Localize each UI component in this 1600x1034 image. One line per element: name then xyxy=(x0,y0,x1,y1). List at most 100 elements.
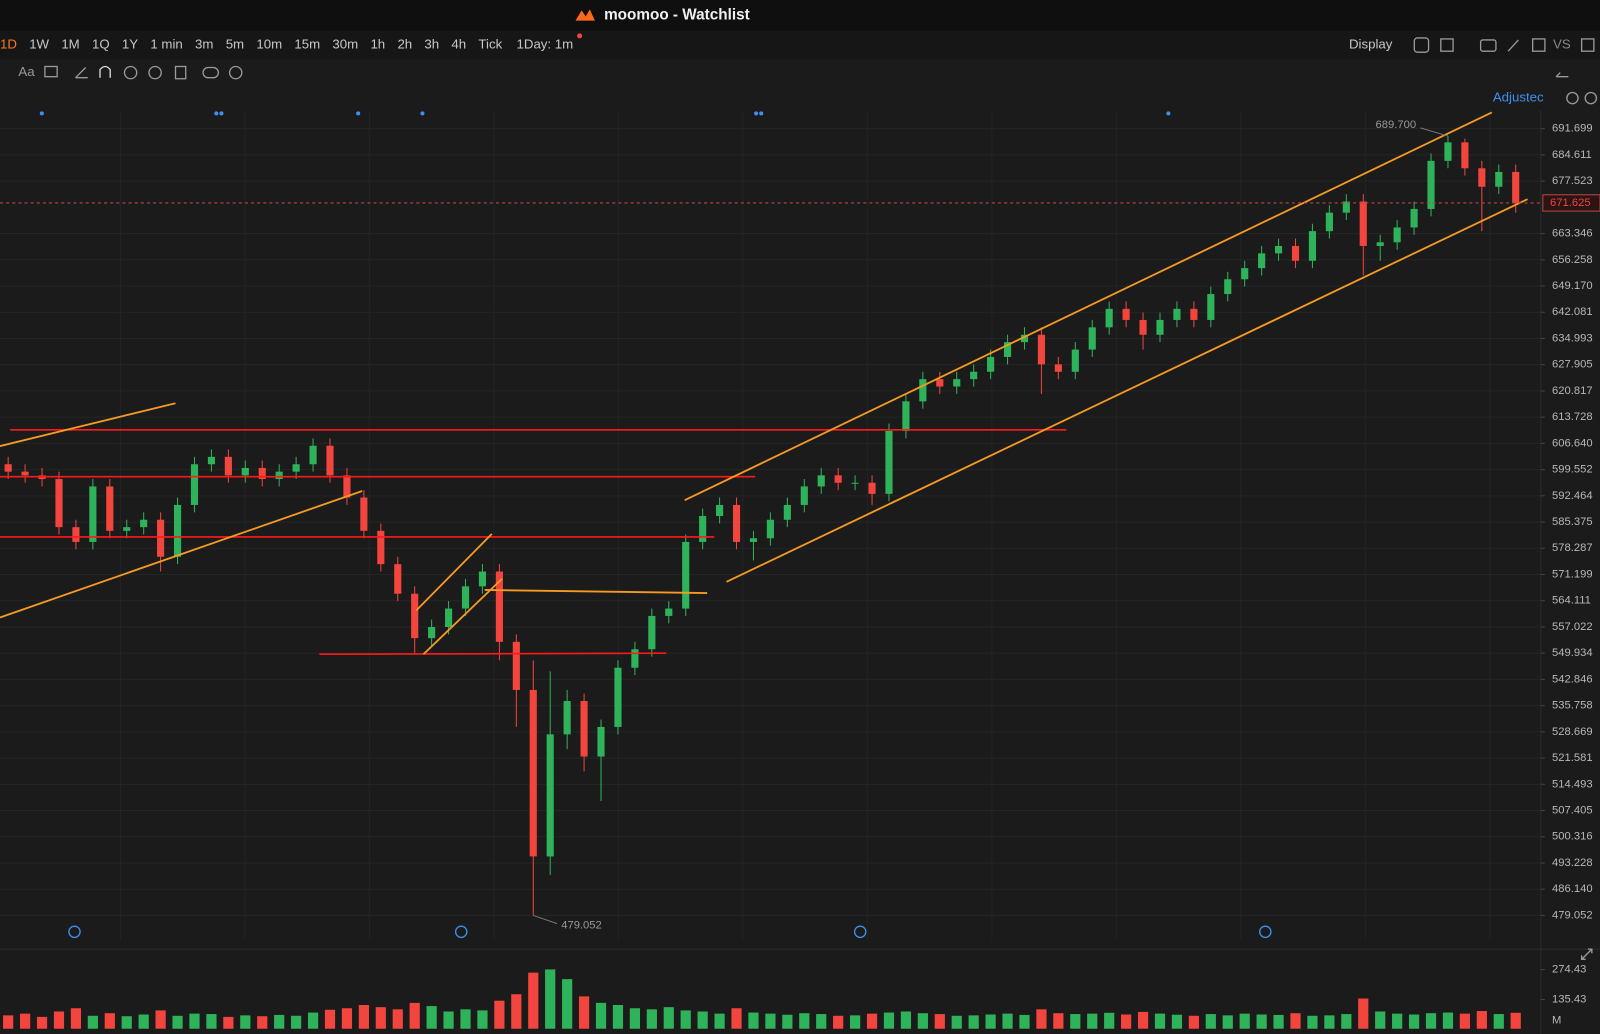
line-tool[interactable] xyxy=(75,67,88,79)
draw-settings[interactable] xyxy=(228,65,243,80)
volume-bar xyxy=(3,1015,14,1029)
volume-bar xyxy=(799,1013,810,1029)
candle-body xyxy=(394,564,402,594)
period-button[interactable]: 2h xyxy=(397,37,412,52)
candle-body xyxy=(868,482,876,494)
volume-bar xyxy=(358,1005,369,1029)
y-tick-label: 599.552 xyxy=(1552,464,1593,476)
candle-body xyxy=(732,504,741,542)
period-button[interactable]: 3h xyxy=(424,37,439,52)
volume-bar xyxy=(1392,1013,1403,1029)
volume-bar xyxy=(1087,1013,1098,1029)
candle-body xyxy=(783,504,791,520)
pen-icon[interactable] xyxy=(1507,39,1519,52)
volume-bar xyxy=(494,1000,505,1029)
candle-body xyxy=(970,371,978,380)
drawing-toolbar xyxy=(0,59,1600,86)
candle-body xyxy=(1342,201,1350,213)
y-tick-label: 649.170 xyxy=(1552,280,1593,292)
y-tick-label: 578.287 xyxy=(1552,542,1593,554)
period-button[interactable]: 1h xyxy=(370,37,385,52)
candle-body xyxy=(1427,160,1435,209)
panel-icon[interactable] xyxy=(1580,38,1595,52)
delete-tool[interactable] xyxy=(174,65,187,80)
volume-bar xyxy=(1188,1015,1199,1029)
volume-bar xyxy=(206,1014,217,1029)
candle-body xyxy=(411,593,419,639)
high-pointer xyxy=(1420,127,1449,137)
period-button[interactable]: 1Y xyxy=(122,37,138,52)
hide-tool[interactable] xyxy=(123,65,138,80)
period-button[interactable]: Tick xyxy=(478,37,502,52)
layout-icon[interactable] xyxy=(1440,38,1454,52)
lock-tool[interactable] xyxy=(148,65,162,80)
expand-volume[interactable] xyxy=(1580,948,1593,961)
y-tick-label: 592.464 xyxy=(1552,490,1593,502)
volume-bar xyxy=(985,1014,996,1029)
volume-bar xyxy=(121,1016,132,1029)
period-button[interactable]: 15m xyxy=(294,37,320,52)
period-button[interactable]: 1Q xyxy=(92,37,110,52)
period-list: 1D 1W 1M 1Q 1Y 1 min 3m 5m 10m 15m 30m 1h 2h 3h 4h Tick… xyxy=(0,37,573,52)
y-tick-label: 677.523 xyxy=(1552,175,1593,187)
undo[interactable] xyxy=(1555,72,1569,78)
volume-bar xyxy=(562,979,573,1029)
adjust-menu[interactable]: Adjustec xyxy=(1493,90,1544,105)
volume-bar xyxy=(748,1012,759,1029)
volume-bar xyxy=(850,1015,861,1029)
candle-body xyxy=(140,519,148,528)
period-button[interactable]: 5m xyxy=(226,37,244,52)
settings-icon[interactable] xyxy=(1413,37,1430,53)
candle-body xyxy=(258,467,266,480)
volume-tick-label: 274.43 xyxy=(1552,964,1586,976)
candle-body xyxy=(1512,171,1520,203)
volume-bar xyxy=(53,1011,65,1029)
volume-bar xyxy=(189,1013,200,1029)
volume-bar xyxy=(917,1013,928,1029)
volume-bar xyxy=(1375,1011,1386,1029)
y-tick-label: 656.258 xyxy=(1552,254,1593,266)
candle-body xyxy=(1054,364,1062,372)
period-button[interactable]: 4h xyxy=(451,37,466,52)
candle-body xyxy=(343,475,351,498)
volume-bar xyxy=(1425,1013,1437,1029)
period-button[interactable]: 1W xyxy=(29,37,49,52)
volume-bar xyxy=(1154,1013,1166,1029)
volume-bar xyxy=(833,1015,844,1029)
fullscreen-icon[interactable] xyxy=(1531,38,1546,52)
comment-tool[interactable] xyxy=(44,65,58,78)
volume-bar xyxy=(1341,1014,1352,1029)
y-tick-label: 606.640 xyxy=(1552,437,1593,449)
zoom-out[interactable] xyxy=(1566,91,1579,105)
y-tick-label: 493.228 xyxy=(1552,857,1593,869)
candle-body xyxy=(55,479,63,528)
volume-bar xyxy=(714,1013,725,1029)
candle-body xyxy=(1393,227,1401,243)
volume-bar xyxy=(629,1008,640,1029)
volume-bar xyxy=(1070,1014,1081,1029)
candle-body xyxy=(1071,349,1079,372)
period-button[interactable]: 10m xyxy=(256,37,282,52)
display-button[interactable]: Display xyxy=(1349,37,1393,52)
period-setting[interactable]: 1Day: 1m xyxy=(517,37,574,52)
zoom-in[interactable] xyxy=(1584,91,1598,105)
volume-bar xyxy=(1408,1014,1420,1029)
candle-body xyxy=(1258,253,1266,269)
text-tool[interactable]: Aa xyxy=(18,64,35,79)
volume-bar xyxy=(883,1012,895,1029)
period-button[interactable]: 1M xyxy=(61,37,79,52)
compare-button[interactable]: VS xyxy=(1553,37,1571,52)
period-button[interactable]: 30m xyxy=(332,37,358,52)
visibility-tool[interactable] xyxy=(202,66,220,79)
period-button[interactable]: 1 min xyxy=(150,37,182,52)
candle-body xyxy=(682,541,690,609)
camera-icon[interactable] xyxy=(1479,39,1497,52)
y-tick-label: 549.934 xyxy=(1552,647,1593,659)
magnet-tool[interactable] xyxy=(99,65,111,78)
volume-bar xyxy=(968,1015,979,1029)
volume-bar xyxy=(1036,1009,1047,1029)
period-button[interactable]: 3m xyxy=(195,37,213,52)
period-button[interactable]: 1D xyxy=(0,37,17,52)
y-tick-label: 528.669 xyxy=(1552,726,1593,738)
